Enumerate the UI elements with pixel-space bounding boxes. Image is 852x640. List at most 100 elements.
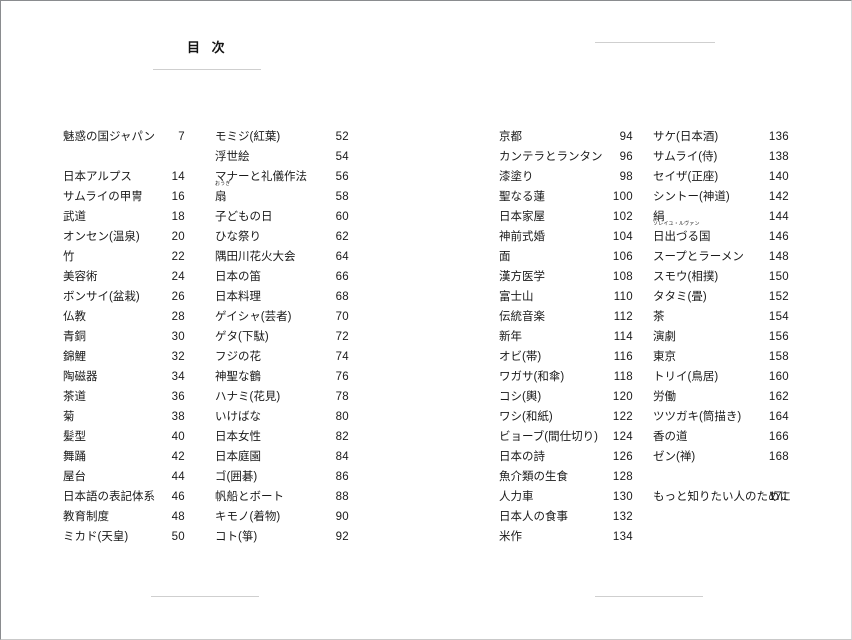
toc-entry[interactable]: 伝統音楽 112	[499, 307, 647, 327]
toc-entry[interactable]: 隅田川花火大会 64	[215, 247, 363, 267]
toc-entry[interactable]: おうぎ扇 58	[215, 181, 363, 207]
toc-entry[interactable]: 日本の詩 126	[499, 447, 647, 467]
toc-entry[interactable]: 香の道 166	[653, 427, 805, 447]
toc-entry[interactable]: 仏教 28	[63, 307, 215, 327]
toc-entry-label: タタミ(畳)	[653, 291, 707, 303]
toc-entry[interactable]: 竹 22	[63, 247, 215, 267]
toc-page-number: 86	[335, 471, 349, 483]
toc-entry[interactable]: ひな祭り 62	[215, 227, 363, 247]
toc-entry[interactable]: トリイ(鳥居) 160	[653, 367, 805, 387]
toc-entry[interactable]: 日本家屋 102	[499, 207, 647, 227]
toc-entry[interactable]: 陶磁器 34	[63, 367, 215, 387]
toc-entry[interactable]: 京都 94	[499, 127, 647, 147]
toc-entry[interactable]: シントー(神道) 142	[653, 187, 805, 207]
toc-page-number: 72	[335, 331, 349, 343]
toc-entry[interactable]: 聖なる蓮 100	[499, 187, 647, 207]
toc-entry[interactable]: 美容術 24	[63, 267, 215, 287]
toc-entry[interactable]: 面 106	[499, 247, 647, 267]
toc-entry[interactable]: 茶道 36	[63, 387, 215, 407]
toc-entry[interactable]: いけばな 80	[215, 407, 363, 427]
toc-entry[interactable]: 新年 114	[499, 327, 647, 347]
toc-entry-label: コシ(輿)	[499, 391, 542, 403]
toc-entry[interactable]: 東京 158	[653, 347, 805, 367]
toc-entry-label: サムライ(侍)	[653, 151, 718, 163]
toc-entry[interactable]: 屋台 44	[63, 467, 215, 487]
toc-entry[interactable]: 労働 162	[653, 387, 805, 407]
toc-entry[interactable]: 茶 154	[653, 307, 805, 327]
toc-entry[interactable]: ワガサ(和傘) 118	[499, 367, 647, 387]
toc-column-4: サケ(日本酒) 136 サムライ(侍) 138 セイザ(正座) 140 シントー(神道) 14…	[653, 127, 805, 507]
toc-entry-label: 米作	[499, 531, 522, 543]
toc-entry[interactable]: 魅惑の国ジャパン 7	[63, 127, 215, 147]
toc-page-number: 138	[768, 151, 789, 163]
toc-entry[interactable]: ゴ(囲碁) 86	[215, 467, 363, 487]
toc-entry[interactable]: キモノ(着物) 90	[215, 507, 363, 527]
toc-page-number: 38	[171, 411, 185, 423]
toc-entry[interactable]: ソレイユ・ルヴァン 日出づる国 146	[653, 221, 805, 247]
toc-entry[interactable]: 日本の笛 66	[215, 267, 363, 287]
toc-entry[interactable]: ツツガキ(筒描き) 164	[653, 407, 805, 427]
toc-entry[interactable]: ボンサイ(盆栽) 26	[63, 287, 215, 307]
toc-entry[interactable]: サケ(日本酒) 136	[653, 127, 805, 147]
toc-entry[interactable]: 富士山 110	[499, 287, 647, 307]
toc-entry-label: いけばな	[215, 411, 261, 423]
toc-entry[interactable]: ハナミ(花見) 78	[215, 387, 363, 407]
toc-entry[interactable]: 絹 144	[653, 207, 805, 227]
toc-entry[interactable]: モミジ(紅葉) 52	[215, 127, 363, 147]
toc-entry[interactable]: 日本料理 68	[215, 287, 363, 307]
toc-entry[interactable]: オンセン(温泉) 20	[63, 227, 215, 247]
toc-entry[interactable]: ビョーブ(間仕切り) 124	[499, 427, 647, 447]
toc-entry[interactable]: 神前式婚 104	[499, 227, 647, 247]
toc-entry[interactable]: 魚介類の生食 128	[499, 467, 647, 487]
toc-entry[interactable]: ゼン(禅) 168	[653, 447, 805, 467]
toc-entry-label: ソレイユ・ルヴァン 日出づる国	[653, 221, 711, 247]
toc-entry[interactable]: 浮世絵 54	[215, 147, 363, 167]
toc-entry[interactable]: 米作 134	[499, 527, 647, 547]
toc-entry[interactable]: セイザ(正座) 140	[653, 167, 805, 187]
toc-entry[interactable]: ゲイシャ(芸者) 70	[215, 307, 363, 327]
toc-entry[interactable]: 漆塗り 98	[499, 167, 647, 187]
toc-entry[interactable]: 武道 18	[63, 207, 215, 227]
toc-entry-label: ビョーブ(間仕切り)	[499, 431, 598, 443]
toc-entry[interactable]: スモウ(相撲) 150	[653, 267, 805, 287]
toc-page-number: 104	[612, 231, 633, 243]
toc-entry[interactable]: ワシ(和紙) 122	[499, 407, 647, 427]
toc-entry-label: ひな祭り	[215, 231, 261, 243]
toc-entry[interactable]: タタミ(畳) 152	[653, 287, 805, 307]
toc-entry[interactable]: 日本庭園 84	[215, 447, 363, 467]
toc-entry-label: 演劇	[653, 331, 676, 343]
toc-entry[interactable]: 人力車 130	[499, 487, 647, 507]
toc-entry-label: ゴ(囲碁)	[215, 471, 258, 483]
toc-entry[interactable]: ミカド(天皇) 50	[63, 527, 215, 547]
toc-entry[interactable]: 神聖な鶴 76	[215, 367, 363, 387]
toc-entry[interactable]: マナーと礼儀作法 56	[215, 167, 363, 187]
toc-entry[interactable]: サムライの甲冑 16	[63, 187, 215, 207]
toc-entry[interactable]: 錦鯉 32	[63, 347, 215, 367]
toc-entry[interactable]: 舞踊 42	[63, 447, 215, 467]
toc-entry[interactable]: 教育制度 48	[63, 507, 215, 527]
toc-entry[interactable]: オビ(帯) 116	[499, 347, 647, 367]
toc-entry[interactable]: 漢方医学 108	[499, 267, 647, 287]
toc-entry[interactable]: ゲタ(下駄) 72	[215, 327, 363, 347]
toc-entry[interactable]: 日本アルプス 14	[63, 167, 215, 187]
toc-entry[interactable]: コト(箏) 92	[215, 527, 363, 547]
toc-entry-label: おうぎ扇	[215, 181, 230, 207]
toc-entry[interactable]: 日本語の表記体系 46	[63, 487, 215, 507]
toc-entry[interactable]: 髪型 40	[63, 427, 215, 447]
toc-entry[interactable]: 演劇 156	[653, 327, 805, 347]
toc-page-number: 7	[178, 131, 185, 143]
toc-entry[interactable]: 日本女性 82	[215, 427, 363, 447]
toc-entry[interactable]: 青銅 30	[63, 327, 215, 347]
toc-entry[interactable]: カンテラとランタン 96	[499, 147, 647, 167]
toc-entry[interactable]: サムライ(侍) 138	[653, 147, 805, 167]
toc-entry[interactable]: 菊 38	[63, 407, 215, 427]
toc-entry[interactable]: スープとラーメン 148	[653, 247, 805, 267]
toc-entry-label: スモウ(相撲)	[653, 271, 719, 283]
toc-entry[interactable]: コシ(輿) 120	[499, 387, 647, 407]
toc-further-reading[interactable]: もっと知りたい人のために 171	[653, 487, 805, 507]
toc-entry[interactable]: フジの花 74	[215, 347, 363, 367]
toc-page-number: 48	[171, 511, 185, 523]
toc-entry[interactable]: 子どもの日 60	[215, 207, 363, 227]
toc-entry[interactable]: 帆船とボート 88	[215, 487, 363, 507]
toc-entry[interactable]: 日本人の食事 132	[499, 507, 647, 527]
